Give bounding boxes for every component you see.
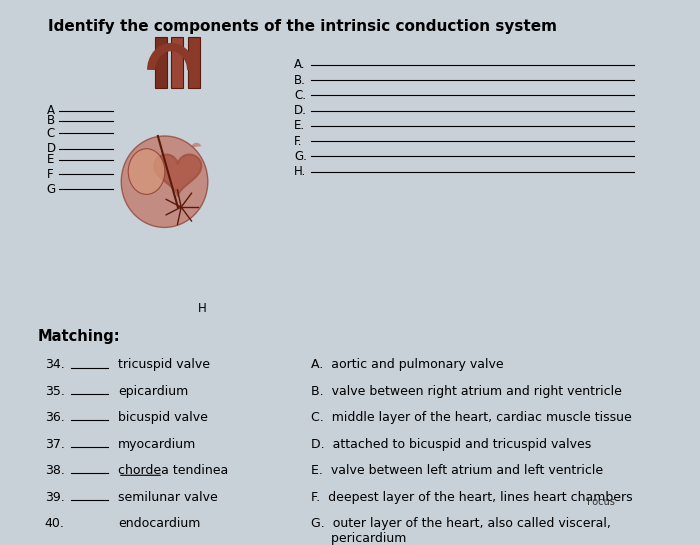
Text: B.: B. bbox=[295, 74, 306, 87]
Text: tricuspid valve: tricuspid valve bbox=[118, 359, 210, 372]
Text: H.: H. bbox=[295, 165, 307, 178]
Text: C.: C. bbox=[295, 89, 307, 102]
Text: epicardium: epicardium bbox=[118, 385, 188, 398]
Text: 40.: 40. bbox=[45, 517, 64, 530]
Text: B.  valve between right atrium and right ventricle: B. valve between right atrium and right … bbox=[311, 385, 622, 398]
Bar bbox=[155, 37, 167, 88]
Text: A.  aortic and pulmonary valve: A. aortic and pulmonary valve bbox=[311, 359, 503, 372]
Text: E: E bbox=[47, 153, 54, 166]
Ellipse shape bbox=[128, 149, 165, 195]
Text: E.  valve between left atrium and left ventricle: E. valve between left atrium and left ve… bbox=[311, 464, 603, 477]
Text: F.  deepest layer of the heart, lines heart chambers: F. deepest layer of the heart, lines hea… bbox=[311, 490, 633, 504]
Text: D.  attached to bicuspid and tricuspid valves: D. attached to bicuspid and tricuspid va… bbox=[311, 438, 592, 451]
Text: D.: D. bbox=[295, 104, 307, 117]
Text: G: G bbox=[47, 183, 56, 196]
Text: A: A bbox=[47, 104, 55, 117]
Text: Identify the components of the intrinsic conduction system: Identify the components of the intrinsic… bbox=[48, 19, 557, 34]
Bar bbox=[172, 37, 183, 88]
Text: G.: G. bbox=[295, 150, 307, 163]
Text: 36.: 36. bbox=[45, 411, 64, 425]
Polygon shape bbox=[155, 155, 202, 196]
Text: C.  middle layer of the heart, cardiac muscle tissue: C. middle layer of the heart, cardiac mu… bbox=[311, 411, 632, 425]
Text: C: C bbox=[47, 127, 55, 140]
Text: E.: E. bbox=[295, 119, 305, 132]
Text: bicuspid valve: bicuspid valve bbox=[118, 411, 208, 425]
Text: semilunar valve: semilunar valve bbox=[118, 490, 218, 504]
Text: 38.: 38. bbox=[45, 464, 64, 477]
Text: chordea tendinea: chordea tendinea bbox=[118, 464, 228, 477]
Text: 37.: 37. bbox=[45, 438, 64, 451]
Text: G.  outer layer of the heart, also called visceral,
     pericardium: G. outer layer of the heart, also called… bbox=[311, 517, 611, 545]
Text: B: B bbox=[47, 114, 55, 127]
Text: H: H bbox=[198, 302, 206, 315]
Text: A.: A. bbox=[295, 58, 306, 71]
Text: Focus: Focus bbox=[587, 497, 615, 507]
Polygon shape bbox=[191, 143, 202, 148]
Text: 39.: 39. bbox=[45, 490, 64, 504]
Text: myocardium: myocardium bbox=[118, 438, 196, 451]
Text: F: F bbox=[47, 167, 53, 180]
Text: endocardium: endocardium bbox=[118, 517, 200, 530]
Text: Matching:: Matching: bbox=[38, 329, 120, 344]
Text: D: D bbox=[47, 142, 56, 155]
Ellipse shape bbox=[121, 136, 208, 227]
Text: 34.: 34. bbox=[45, 359, 64, 372]
Text: F.: F. bbox=[295, 135, 303, 148]
Bar bbox=[188, 37, 200, 88]
Text: 35.: 35. bbox=[45, 385, 64, 398]
